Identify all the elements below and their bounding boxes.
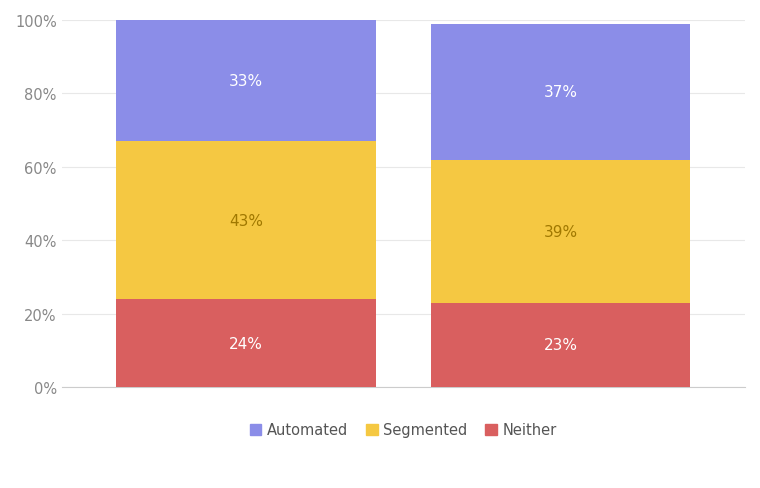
Text: 43%: 43% (229, 213, 263, 228)
Bar (431, 160, 690, 303)
Bar (116, 142, 376, 300)
Text: 37%: 37% (543, 85, 578, 100)
Bar (116, 21, 376, 142)
Text: 23%: 23% (543, 338, 578, 353)
Text: 24%: 24% (230, 336, 263, 351)
Legend: Automated, Segmented, Neither: Automated, Segmented, Neither (244, 417, 562, 443)
Text: 39%: 39% (543, 224, 578, 239)
Bar (116, 300, 376, 387)
Bar (431, 303, 690, 387)
Text: 33%: 33% (229, 74, 263, 89)
Bar (431, 24, 690, 160)
